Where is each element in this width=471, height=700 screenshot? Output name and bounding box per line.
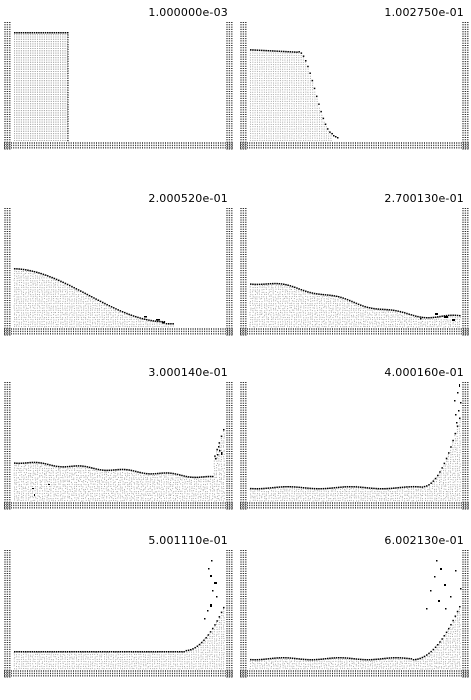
panel-8: 6.002130e-01 [240,530,470,700]
panel-7: 5.001110e-01 [4,530,234,700]
particle-plot [240,2,470,172]
particle-plot [4,362,234,532]
particle-plot [4,188,234,358]
time-label: 1.002750e-01 [384,6,464,19]
free-surface [250,418,461,490]
spray-droplets [426,560,462,610]
time-label: 2.000520e-01 [148,192,228,205]
tank-walls [4,382,234,510]
particle-plot [240,530,470,700]
time-label: 2.700130e-01 [384,192,464,205]
time-label: 4.000160e-01 [384,366,464,379]
time-label: 3.000140e-01 [148,366,228,379]
free-surface [14,429,225,478]
fluid-particles [250,417,461,501]
panel-5: 3.000140e-01 [4,362,234,532]
time-label: 1.000000e-03 [148,6,228,19]
free-surface [14,607,225,653]
panel-6: 4.000160e-01 [240,362,470,532]
free-surface [14,268,174,324]
tank-walls [240,382,470,510]
fluid-particles [250,284,461,327]
free-surface [14,32,68,34]
tank-walls [4,550,234,678]
fluid-particles [14,609,225,670]
free-surface [250,606,461,661]
free-surface [250,283,461,319]
tank-walls [4,22,234,150]
spray-droplets [204,560,218,620]
particle-plot [4,2,234,172]
particle-plot [240,188,470,358]
spray-droplets [333,135,339,139]
fluid-particles [14,429,225,502]
panel-1: 1.000000e-03 [4,2,234,172]
fluid-particles [250,606,461,669]
tank-walls [4,208,234,336]
panel-3: 2.000520e-01 [4,188,234,358]
panel-2: 1.002750e-01 [240,2,470,172]
tank-walls [240,22,470,150]
spray-droplets [32,484,50,496]
particle-plot [240,362,470,532]
time-label: 6.002130e-01 [384,534,464,547]
panel-4: 2.700130e-01 [240,188,470,358]
fluid-particles [14,34,68,141]
fluid-column [14,34,68,141]
particle-plot [4,530,234,700]
fluid-particles [250,50,332,141]
time-label: 5.001110e-01 [148,534,228,547]
